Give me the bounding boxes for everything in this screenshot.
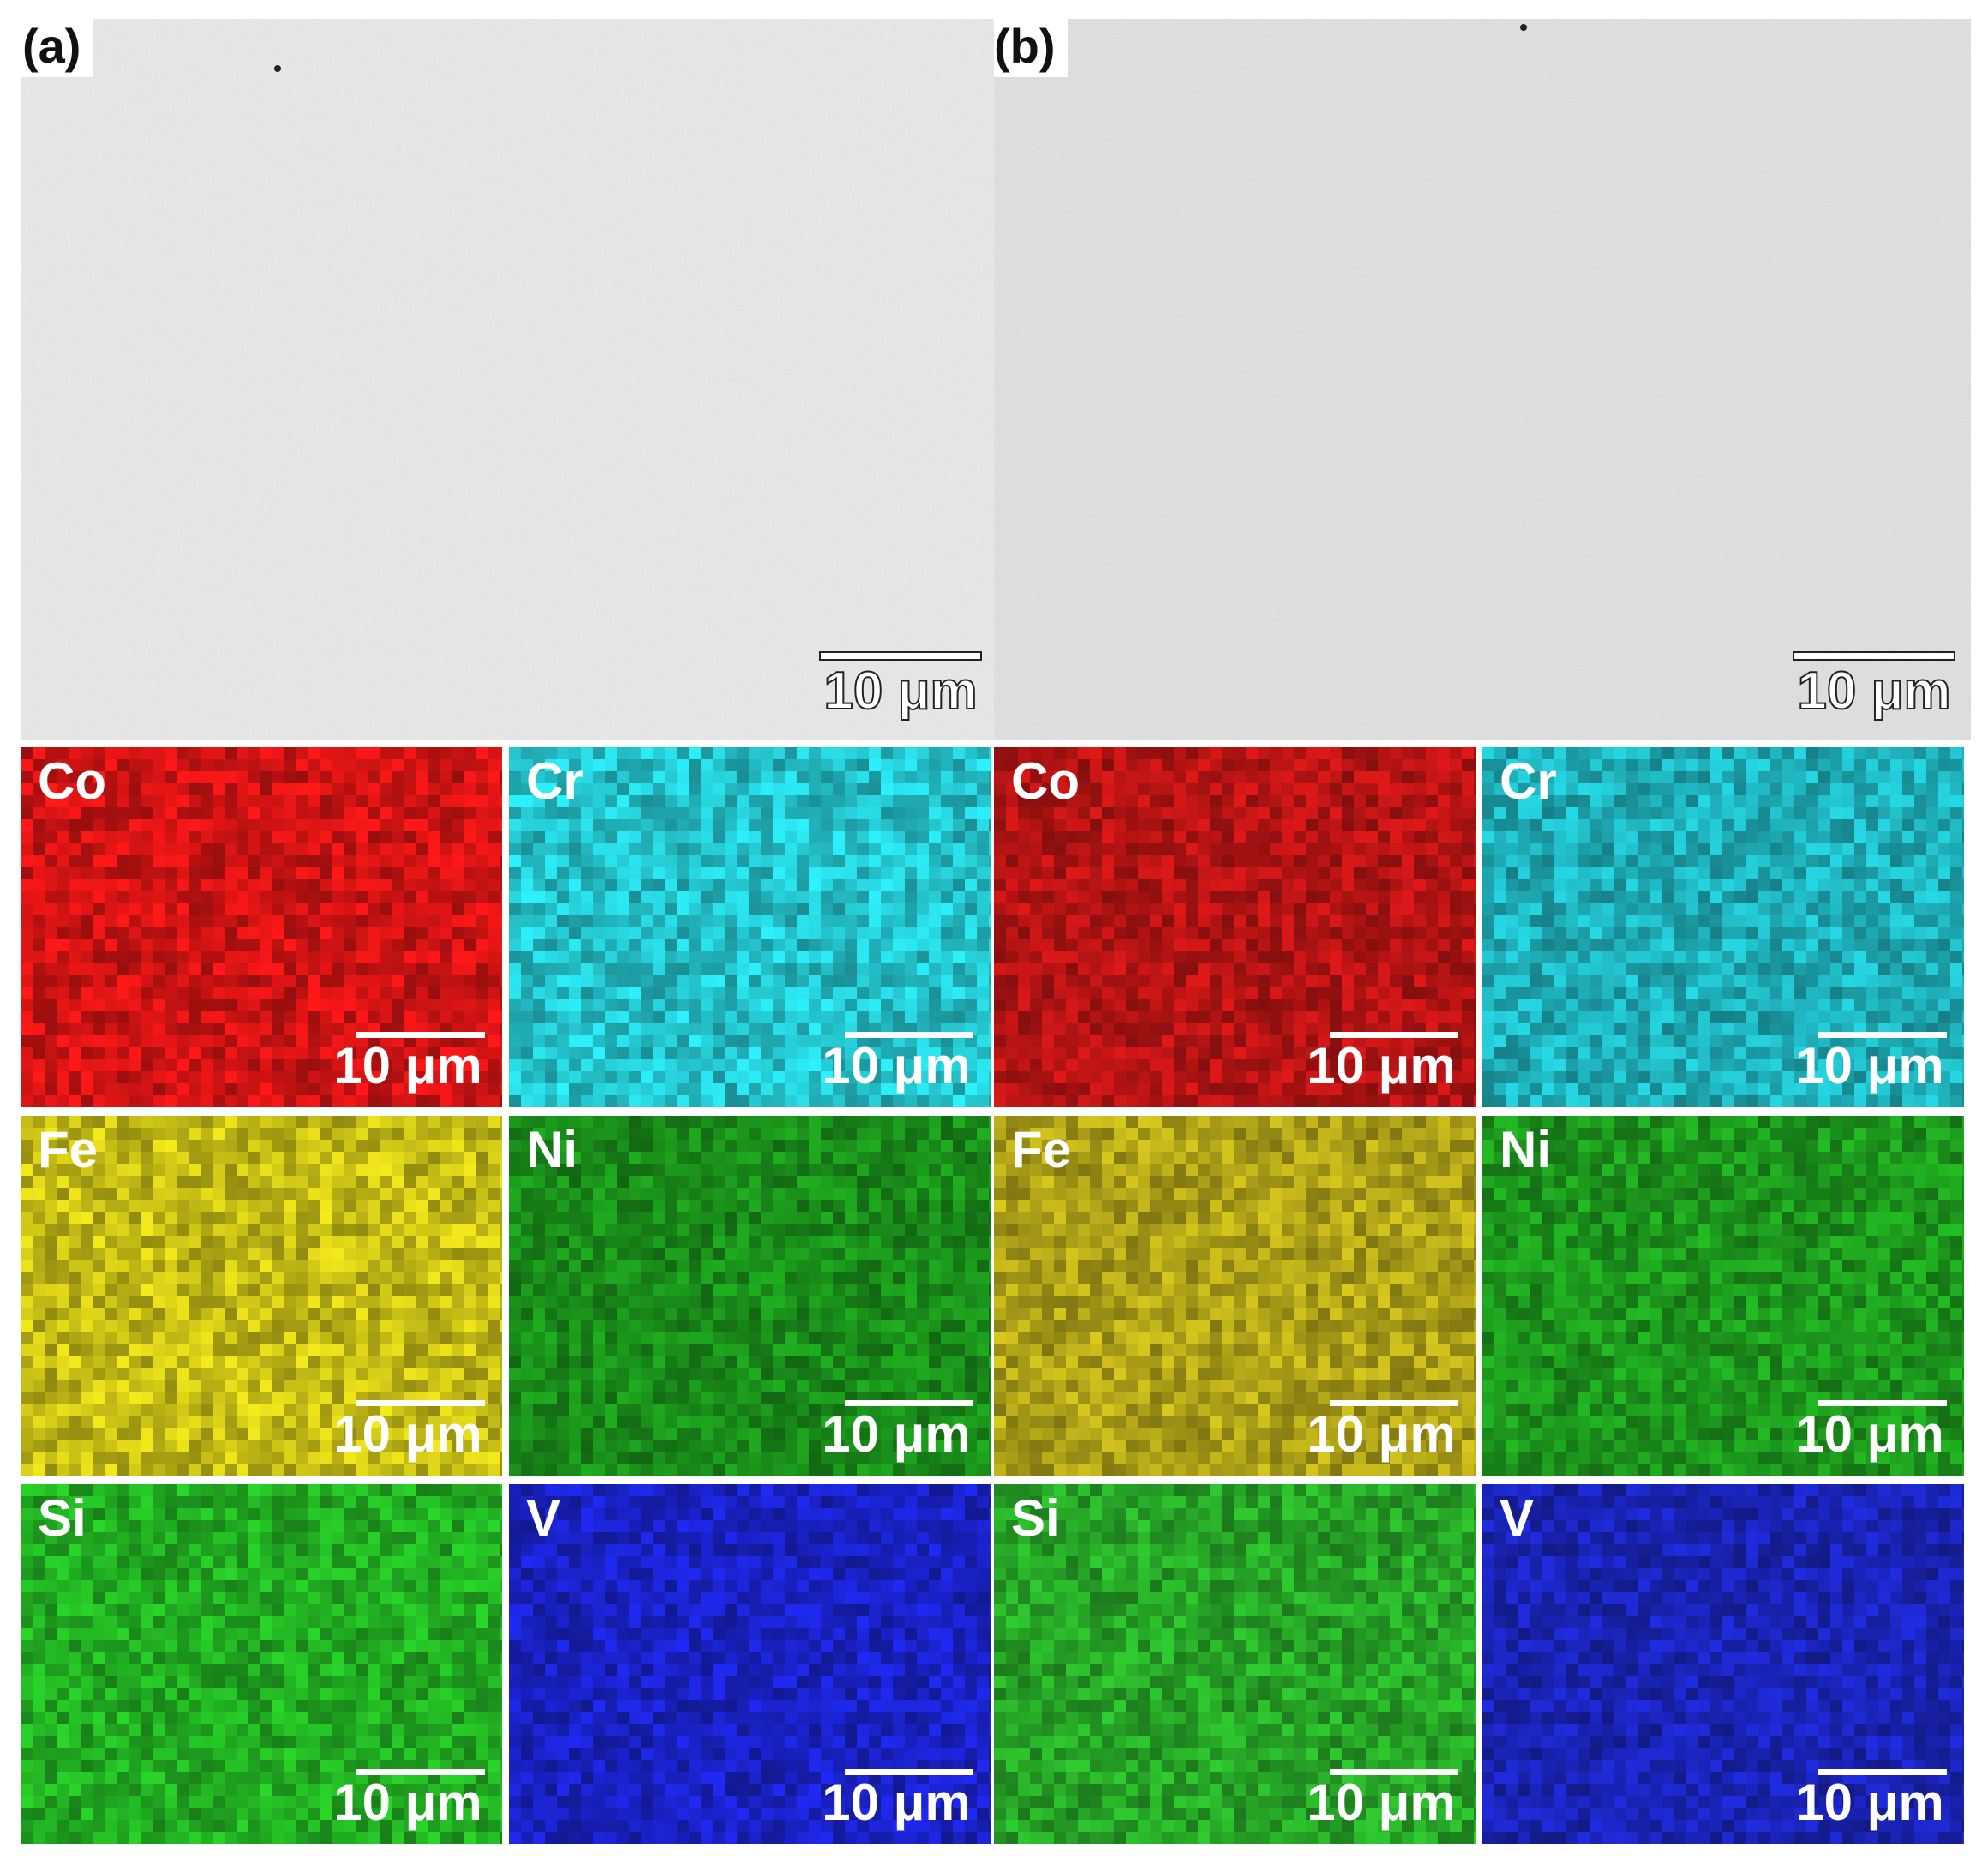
scale-bar: 10 μm [1795, 1769, 1947, 1837]
eds-map-ni: Ni 10 μm [509, 1116, 991, 1476]
scale-bar-line [356, 1400, 485, 1406]
eds-map-co: Co 10 μm [994, 747, 1476, 1107]
scale-bar-line [356, 1032, 485, 1038]
element-label: V [526, 1489, 561, 1547]
scale-bar: 10 μm [1795, 1032, 1947, 1100]
scale-bar-label: 10 μm [822, 1037, 971, 1094]
scale-bar: 10 μm [333, 1400, 485, 1469]
scale-bar-label: 10 μm [1307, 1405, 1456, 1463]
element-label: Ni [526, 1121, 578, 1178]
eds-map-pixels [994, 1116, 1476, 1476]
element-label: Co [38, 752, 106, 810]
eds-map-pixels [1482, 1116, 1964, 1476]
eds-map-cr: Cr 10 μm [509, 747, 991, 1107]
scale-bar: 10 μm [333, 1032, 485, 1100]
scale-bar: 10 μm [1307, 1769, 1458, 1837]
element-label: Si [1011, 1489, 1060, 1547]
element-label: Fe [1011, 1121, 1072, 1178]
scale-bar-label: 10 μm [1307, 1037, 1456, 1094]
eds-map-pixels [1482, 747, 1964, 1107]
scale-bar-label: 10 μm [822, 1405, 971, 1463]
scale-bar-label: 10 μm [1795, 1037, 1944, 1094]
element-label: V [1500, 1489, 1535, 1547]
scale-bar-label: 10 μm [333, 1774, 482, 1831]
scale-bar-line [819, 651, 982, 661]
scale-bar-line [1330, 1032, 1458, 1038]
eds-map-pixels [21, 1484, 502, 1844]
eds-map-fe: Fe 10 μm [21, 1116, 502, 1476]
panel-a: (a) 10 μm Co 10 μm Cr 10 μm Fe 10 μm Ni 10 μm Si… [21, 19, 997, 1844]
scale-bar-b: 10 μm [1793, 651, 1955, 728]
scale-bar-label: 10 μm [1796, 662, 1951, 721]
element-label: Si [38, 1489, 87, 1547]
scale-bar-line [1818, 1032, 1947, 1038]
scale-bar-line [845, 1032, 973, 1038]
eds-map-fe: Fe 10 μm [994, 1116, 1476, 1476]
scale-bar-line [845, 1769, 973, 1775]
scale-bar-line [356, 1769, 485, 1775]
sem-image-a: (a) 10 μm [21, 19, 997, 740]
scale-bar: 10 μm [822, 1032, 973, 1100]
scale-bar-line [1330, 1400, 1458, 1406]
scale-bar: 10 μm [333, 1769, 485, 1837]
eds-map-grid-b: Co 10 μm Cr 10 μm Fe 10 μm Ni 10 μm Si 10 μm V 10 μ… [994, 747, 1971, 1844]
scale-bar-label: 10 μm [822, 1774, 971, 1831]
eds-map-ni: Ni 10 μm [1482, 1116, 1964, 1476]
scale-bar-line [1818, 1400, 1947, 1406]
scale-bar-label: 10 μm [333, 1405, 482, 1463]
element-label: Co [1011, 752, 1080, 810]
scale-bar-label: 10 μm [1795, 1774, 1944, 1831]
sem-texture-a [21, 19, 997, 740]
scale-bar-label: 10 μm [823, 662, 978, 721]
panel-label-b: (b) [994, 19, 1068, 77]
eds-map-pixels [509, 747, 991, 1107]
sem-texture-b [994, 19, 1971, 740]
scale-bar: 10 μm [1307, 1400, 1458, 1469]
eds-map-si: Si 10 μm [21, 1484, 502, 1844]
scale-bar-line [1818, 1769, 1947, 1775]
scale-bar: 10 μm [822, 1769, 973, 1837]
scale-bar-label: 10 μm [333, 1037, 482, 1094]
scale-bar-line [1793, 651, 1955, 661]
eds-map-v: V 10 μm [509, 1484, 991, 1844]
scale-bar-label: 10 μm [1795, 1405, 1944, 1463]
scale-bar-line [845, 1400, 973, 1406]
eds-map-pixels [509, 1116, 991, 1476]
scale-bar-line [1330, 1769, 1458, 1775]
scale-bar: 10 μm [822, 1400, 973, 1469]
panel-b: (b) 10 μm Co 10 μm Cr 10 μm Fe 10 μm Ni 10 μm Si… [994, 19, 1971, 1844]
element-label: Ni [1500, 1121, 1551, 1178]
sem-image-b: (b) 10 μm [994, 19, 1971, 740]
eds-map-pixels [509, 1484, 991, 1844]
eds-map-cr: Cr 10 μm [1482, 747, 1964, 1107]
scale-bar-a: 10 μm [819, 651, 982, 728]
scale-bar: 10 μm [1795, 1400, 1947, 1469]
eds-map-grid-a: Co 10 μm Cr 10 μm Fe 10 μm Ni 10 μm Si 10 μm V 10 μ… [21, 747, 997, 1844]
eds-map-pixels [994, 747, 1476, 1107]
scale-bar: 10 μm [1307, 1032, 1458, 1100]
eds-map-pixels [994, 1484, 1476, 1844]
eds-map-pixels [1482, 1484, 1964, 1844]
eds-map-co: Co 10 μm [21, 747, 502, 1107]
element-label: Fe [38, 1121, 99, 1178]
eds-map-si: Si 10 μm [994, 1484, 1476, 1844]
eds-map-pixels [21, 1116, 502, 1476]
eds-map-v: V 10 μm [1482, 1484, 1964, 1844]
eds-map-pixels [21, 747, 502, 1107]
scale-bar-label: 10 μm [1307, 1774, 1456, 1831]
element-label: Cr [1500, 752, 1557, 810]
panel-label-a: (a) [21, 19, 93, 77]
element-label: Cr [526, 752, 584, 810]
